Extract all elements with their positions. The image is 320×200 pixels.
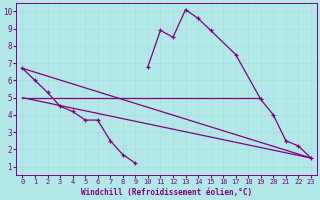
X-axis label: Windchill (Refroidissement éolien,°C): Windchill (Refroidissement éolien,°C) bbox=[81, 188, 252, 197]
